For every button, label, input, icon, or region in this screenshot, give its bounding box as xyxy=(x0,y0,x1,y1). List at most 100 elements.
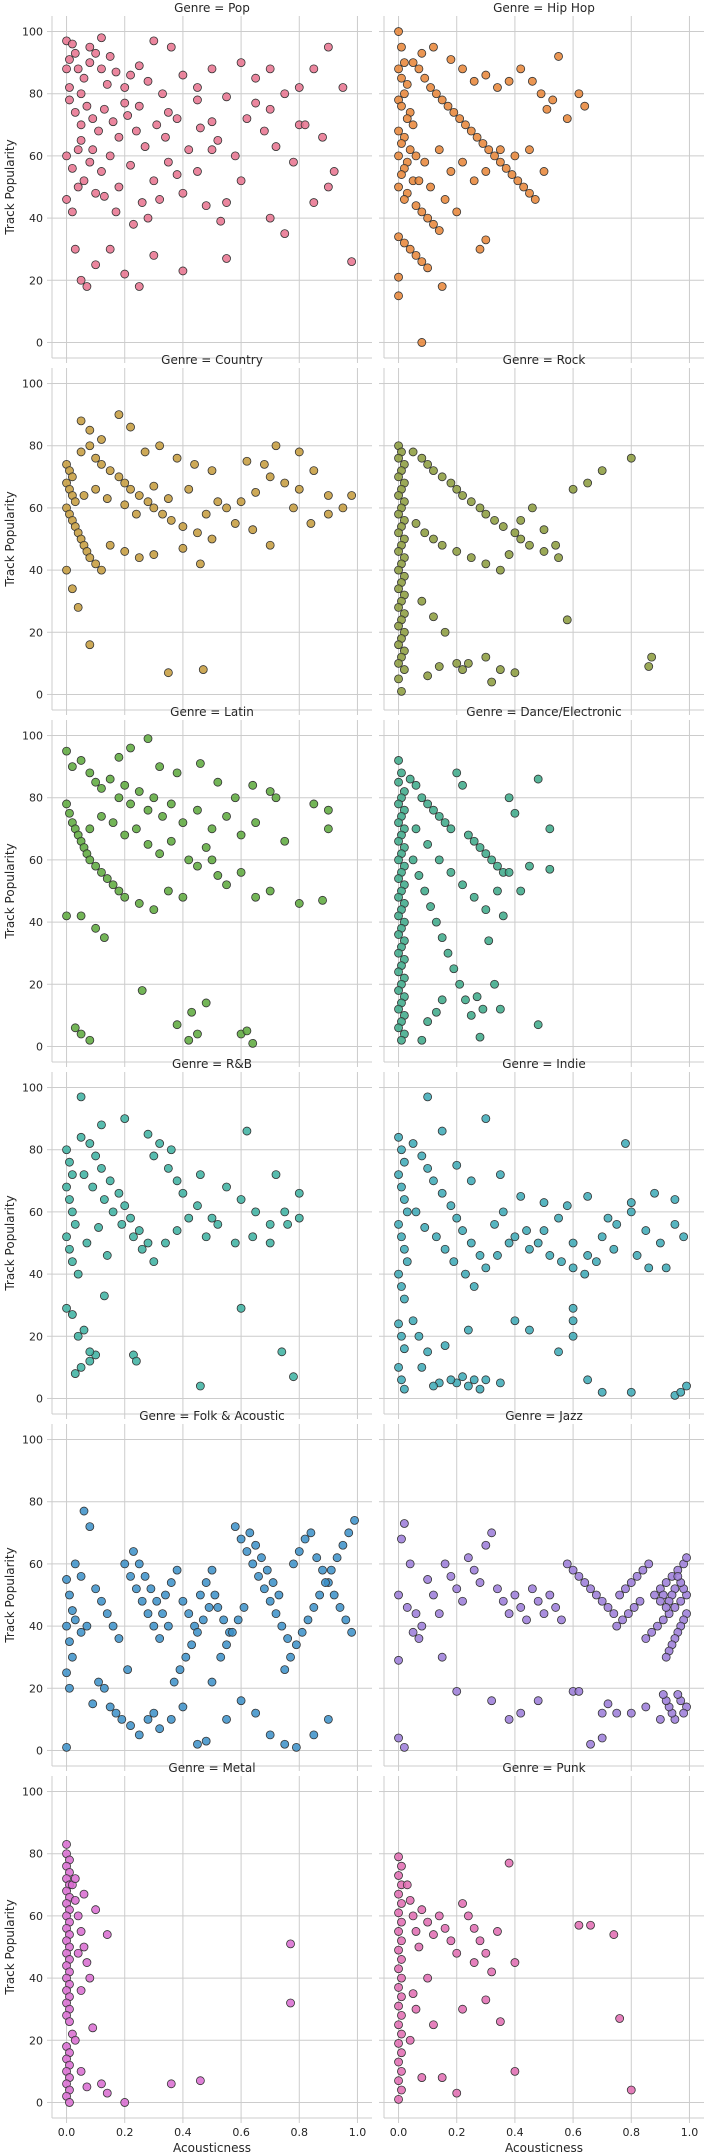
data-point xyxy=(472,992,482,1002)
data-point xyxy=(452,484,462,494)
data-point xyxy=(429,2020,438,2030)
data-point xyxy=(516,64,526,74)
data-point xyxy=(219,1615,229,1625)
data-point xyxy=(297,1627,307,1637)
data-point xyxy=(126,743,135,753)
data-point xyxy=(397,1955,406,1964)
data-point xyxy=(597,466,607,476)
data-point xyxy=(440,818,450,827)
data-point xyxy=(475,1032,485,1042)
data-point xyxy=(76,1627,86,1637)
data-point xyxy=(463,658,473,668)
data-point xyxy=(286,1652,295,1662)
data-point xyxy=(475,1578,485,1587)
data-point xyxy=(65,1157,74,1167)
data-point xyxy=(644,1263,654,1273)
data-point xyxy=(597,1232,607,1242)
data-point xyxy=(423,459,433,469)
data-point xyxy=(533,1696,543,1706)
data-point xyxy=(280,1207,290,1217)
data-point xyxy=(495,565,505,575)
data-point xyxy=(85,42,95,52)
data-point xyxy=(323,824,333,834)
data-point xyxy=(271,441,281,451)
data-point xyxy=(394,64,403,74)
data-point xyxy=(193,1029,202,1039)
data-point xyxy=(306,1528,316,1538)
data-point xyxy=(114,132,124,142)
data-point xyxy=(129,1232,138,1242)
data-point xyxy=(481,1948,491,1958)
data-point xyxy=(603,1603,613,1612)
data-point xyxy=(201,1578,211,1587)
data-point xyxy=(126,70,135,80)
data-point xyxy=(621,1584,630,1594)
data-point xyxy=(268,1578,278,1587)
data-point xyxy=(551,1603,561,1612)
data-point xyxy=(545,824,555,834)
data-point xyxy=(201,201,211,211)
data-point xyxy=(131,824,141,834)
data-point xyxy=(446,1375,456,1385)
data-point xyxy=(661,1652,671,1662)
data-point xyxy=(495,1170,505,1179)
data-point xyxy=(236,497,246,507)
data-point xyxy=(475,1251,485,1260)
data-point xyxy=(615,2014,625,2023)
data-point xyxy=(99,1291,109,1301)
data-point xyxy=(155,195,165,204)
data-point xyxy=(193,1739,202,1749)
data-point xyxy=(338,503,348,513)
data-point xyxy=(300,1534,310,1544)
data-point xyxy=(163,494,173,503)
x-tick-label: 0.6 xyxy=(564,2126,582,2139)
data-point xyxy=(612,1621,622,1631)
data-point xyxy=(280,478,290,488)
data-point xyxy=(437,933,447,943)
data-point xyxy=(239,1603,249,1612)
data-point xyxy=(609,1244,619,1254)
data-point xyxy=(397,170,406,179)
data-point xyxy=(525,188,534,198)
data-point xyxy=(88,1182,98,1192)
data-point xyxy=(82,101,92,111)
data-point xyxy=(166,1714,176,1724)
data-point xyxy=(411,780,421,790)
data-point xyxy=(303,1615,313,1625)
data-point xyxy=(254,1571,263,1581)
data-point xyxy=(166,42,176,52)
data-point xyxy=(557,1257,566,1267)
data-point xyxy=(251,1708,261,1718)
data-point xyxy=(315,1590,325,1600)
data-point xyxy=(131,1584,141,1594)
data-point xyxy=(429,1176,438,1186)
data-point xyxy=(394,2094,403,2104)
data-point xyxy=(394,126,403,136)
data-point xyxy=(495,2017,505,2027)
data-point xyxy=(76,911,86,921)
data-point xyxy=(251,1207,261,1217)
data-point xyxy=(466,497,476,507)
data-point xyxy=(85,768,95,778)
data-point xyxy=(399,238,409,248)
data-point xyxy=(394,453,403,463)
data-point xyxy=(417,2073,427,2082)
data-point xyxy=(452,768,462,778)
data-point xyxy=(676,1387,686,1397)
y-tick-label: 40 xyxy=(29,916,43,929)
data-point xyxy=(265,787,275,796)
data-point xyxy=(198,1615,208,1625)
data-point xyxy=(134,1226,144,1235)
data-point xyxy=(539,547,549,556)
y-tick-label: 100 xyxy=(22,730,43,743)
data-point xyxy=(536,89,546,99)
data-point xyxy=(134,282,144,291)
data-point xyxy=(172,1226,182,1235)
data-point xyxy=(522,1226,531,1235)
data-point xyxy=(394,911,403,921)
data-point xyxy=(658,1615,668,1625)
data-point xyxy=(397,2066,406,2076)
data-point xyxy=(114,472,124,482)
data-point xyxy=(178,522,188,531)
data-point xyxy=(166,1578,176,1587)
